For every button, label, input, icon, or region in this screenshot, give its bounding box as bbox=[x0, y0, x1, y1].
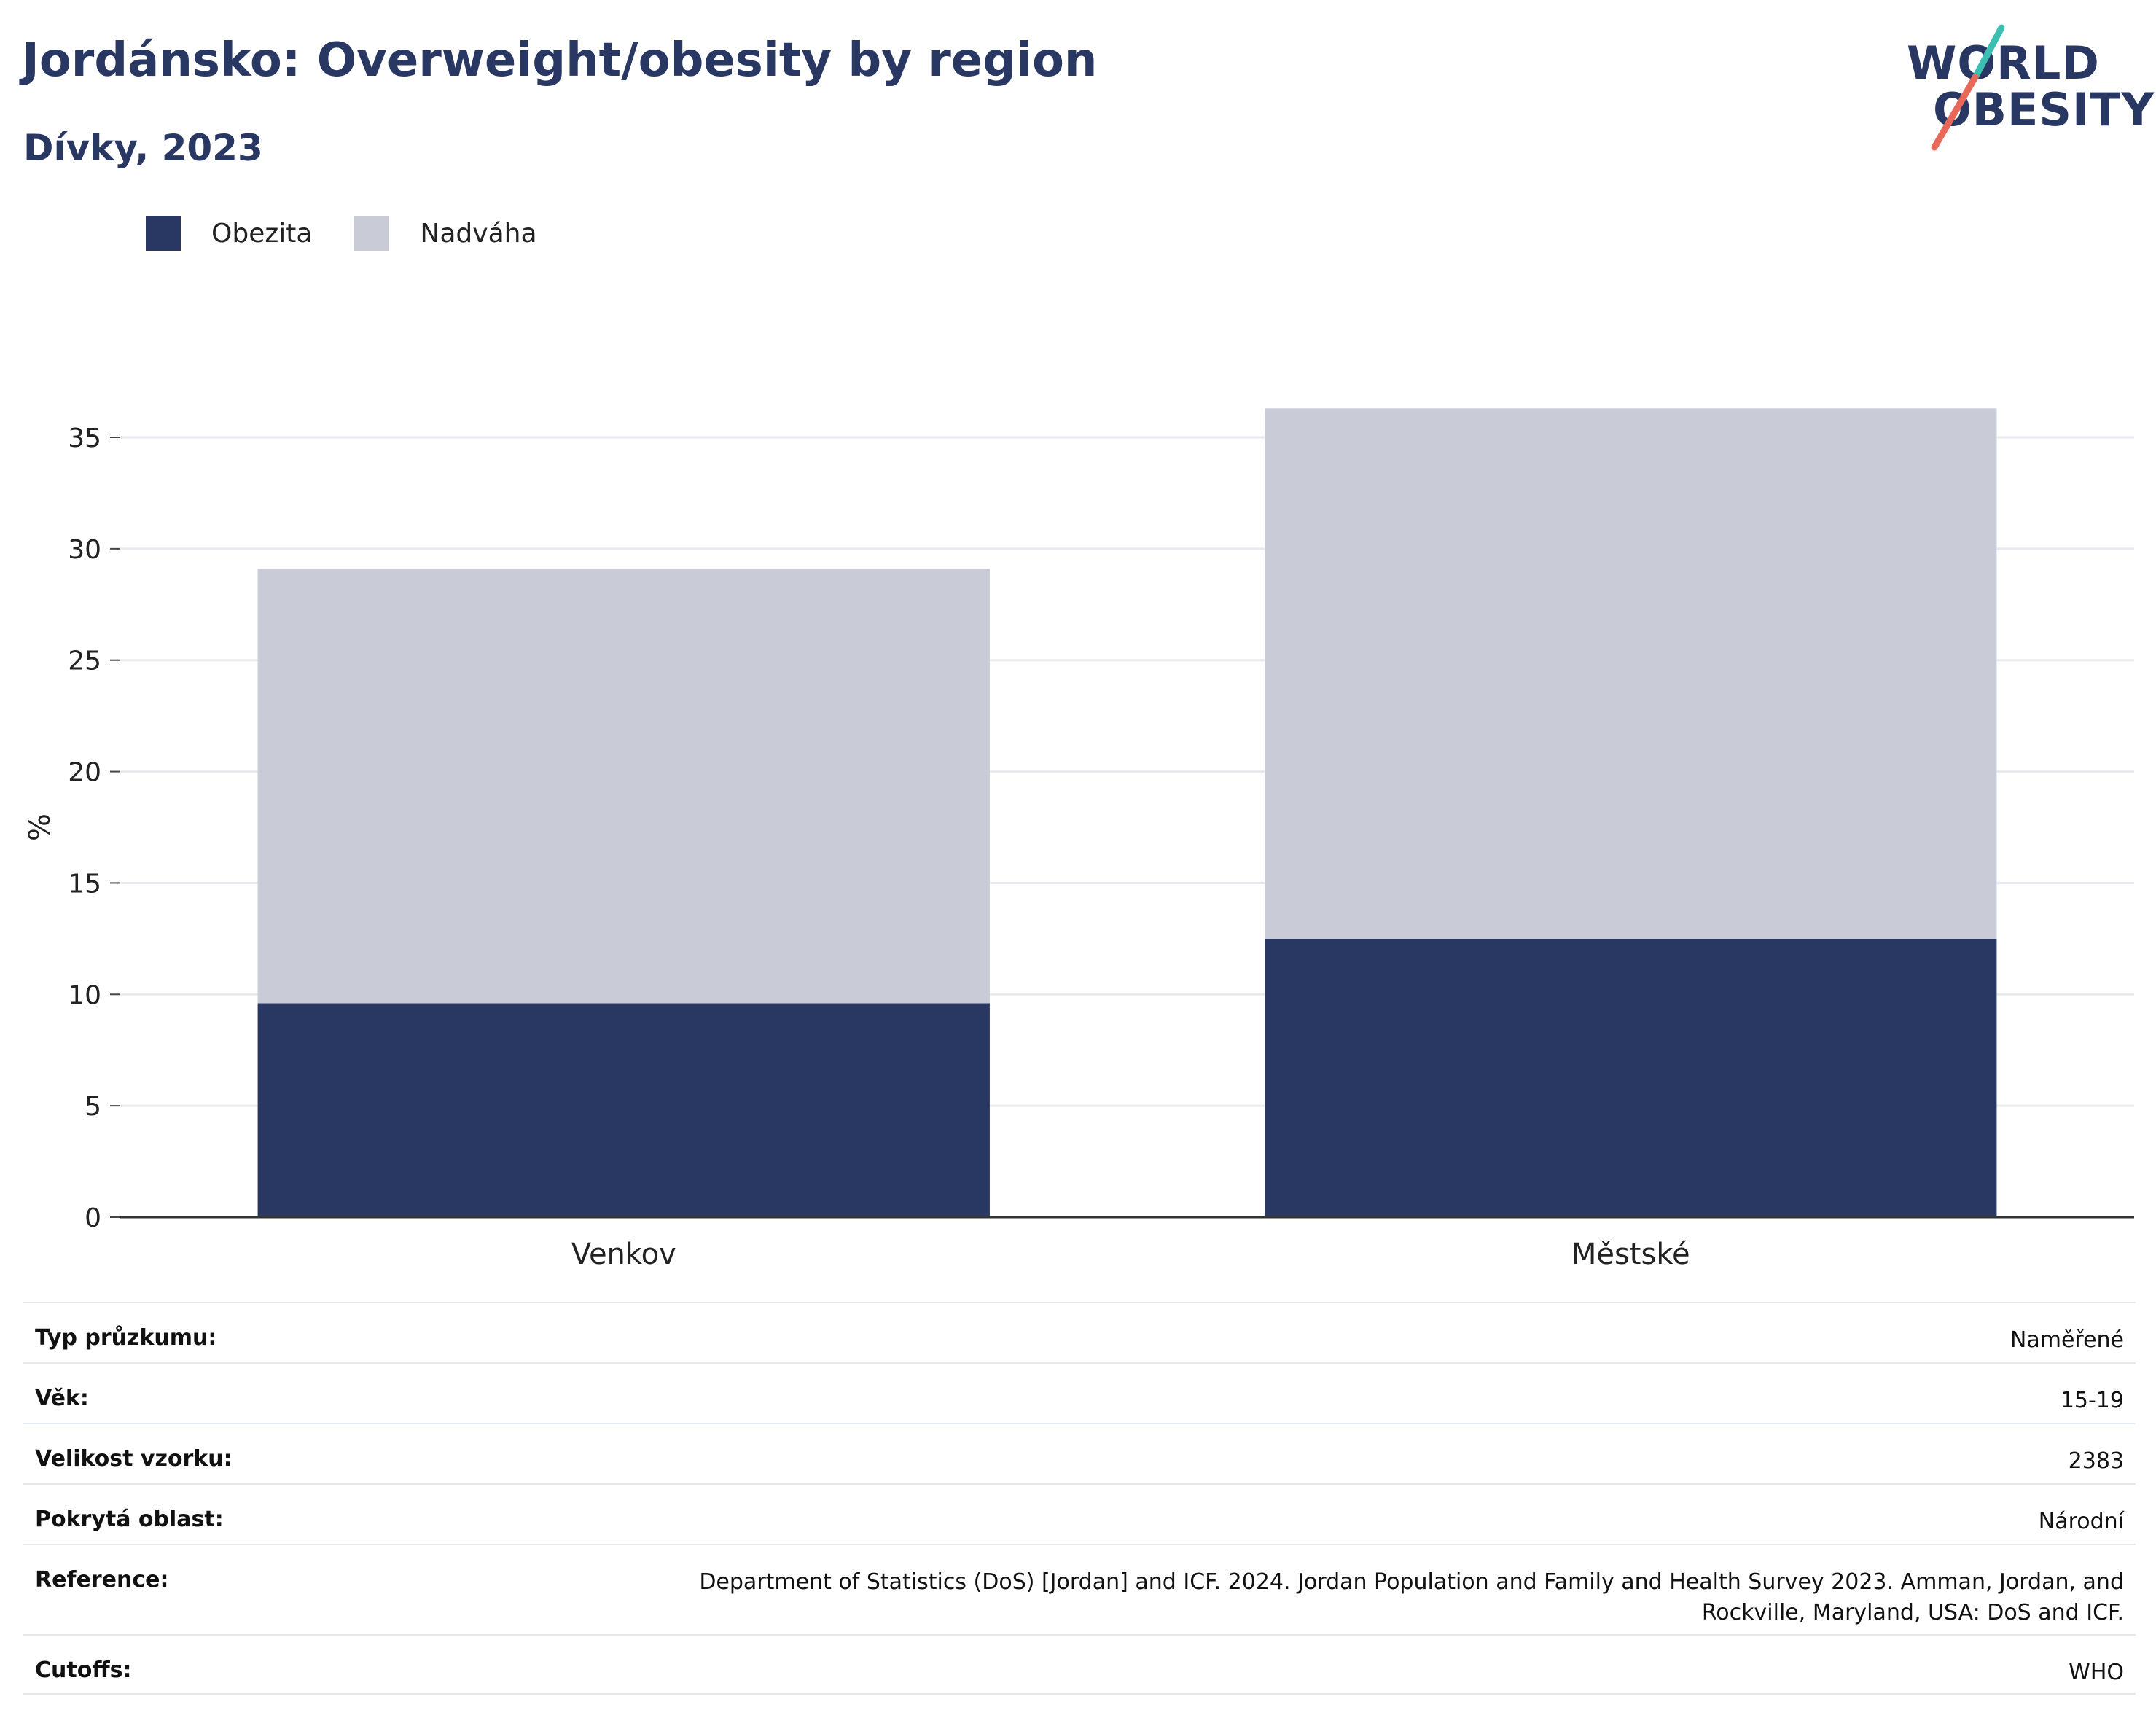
info-value: 15-19 bbox=[2060, 1388, 2124, 1413]
bar-nadvaha-1[interactable] bbox=[1265, 408, 1997, 939]
info-row-reference: Reference: Department of Statistics (DoS… bbox=[23, 1544, 2136, 1634]
y-tick-label: 5 bbox=[85, 1092, 101, 1122]
bar-nadvaha-0[interactable] bbox=[257, 569, 990, 1004]
world-obesity-logo: WORLD OBESITY bbox=[1902, 22, 2154, 153]
y-tick-label: 30 bbox=[68, 535, 101, 565]
info-value: WHO bbox=[2069, 1660, 2124, 1685]
y-tick-label: 20 bbox=[68, 758, 101, 788]
info-key: Reference: bbox=[35, 1567, 169, 1593]
y-tick-label: 0 bbox=[85, 1203, 101, 1233]
y-tick-label: 35 bbox=[68, 423, 101, 453]
info-value: 2383 bbox=[2068, 1448, 2124, 1474]
logo-line-1: WORLD bbox=[1907, 36, 2100, 90]
info-key: Věk: bbox=[35, 1386, 89, 1411]
info-value: Národní bbox=[2038, 1509, 2124, 1534]
y-tick-label: 25 bbox=[68, 647, 101, 676]
legend-swatch-obezita bbox=[146, 216, 181, 251]
info-value: Naměřené bbox=[2009, 1327, 2124, 1353]
x-tick-label: Městské bbox=[1571, 1238, 1690, 1271]
legend-item-obezita[interactable]: Obezita bbox=[146, 216, 312, 251]
chart-legend: Obezita Nadváha bbox=[146, 216, 579, 251]
legend-item-nadvaha[interactable]: Nadváha bbox=[354, 216, 537, 251]
bar-chart: 0 5 10 15 20 25 30 35% Venkov Městské bbox=[23, 408, 2134, 1271]
info-value: Department of Statistics (DoS) [Jordan] … bbox=[699, 1569, 2124, 1625]
info-row-cutoffs: Cutoffs: WHO bbox=[23, 1634, 2136, 1695]
chart-subtitle: Dívky, 2023 bbox=[23, 127, 263, 169]
info-row-age: Věk: 15-19 bbox=[23, 1362, 2136, 1423]
x-tick-label: Venkov bbox=[571, 1238, 676, 1271]
info-key: Pokrytá oblast: bbox=[35, 1507, 224, 1532]
bar-obezita-1[interactable] bbox=[1265, 938, 1997, 1217]
info-key: Typ průzkumu: bbox=[35, 1325, 217, 1351]
info-row-survey-type: Typ průzkumu: Naměřené bbox=[23, 1302, 2136, 1362]
info-key: Cutoffs: bbox=[35, 1657, 132, 1683]
y-tick-label: 10 bbox=[68, 980, 101, 1010]
survey-info-table: Typ průzkumu: Naměřené Věk: 15-19 Veliko… bbox=[23, 1302, 2136, 1695]
logo-slash-icon bbox=[1931, 24, 2005, 151]
y-axis-label: % bbox=[23, 813, 57, 841]
legend-label: Obezita bbox=[211, 218, 313, 249]
chart-title: Jordánsko: Overweight/obesity by region bbox=[22, 34, 1098, 87]
bar-obezita-0[interactable] bbox=[257, 1003, 990, 1217]
legend-label: Nadváha bbox=[420, 218, 537, 249]
info-row-area-covered: Pokrytá oblast: Národní bbox=[23, 1483, 2136, 1544]
info-key: Velikost vzorku: bbox=[35, 1446, 233, 1472]
legend-swatch-nadvaha bbox=[354, 216, 390, 251]
y-tick-label: 15 bbox=[68, 869, 101, 899]
info-row-sample-size: Velikost vzorku: 2383 bbox=[23, 1423, 2136, 1483]
